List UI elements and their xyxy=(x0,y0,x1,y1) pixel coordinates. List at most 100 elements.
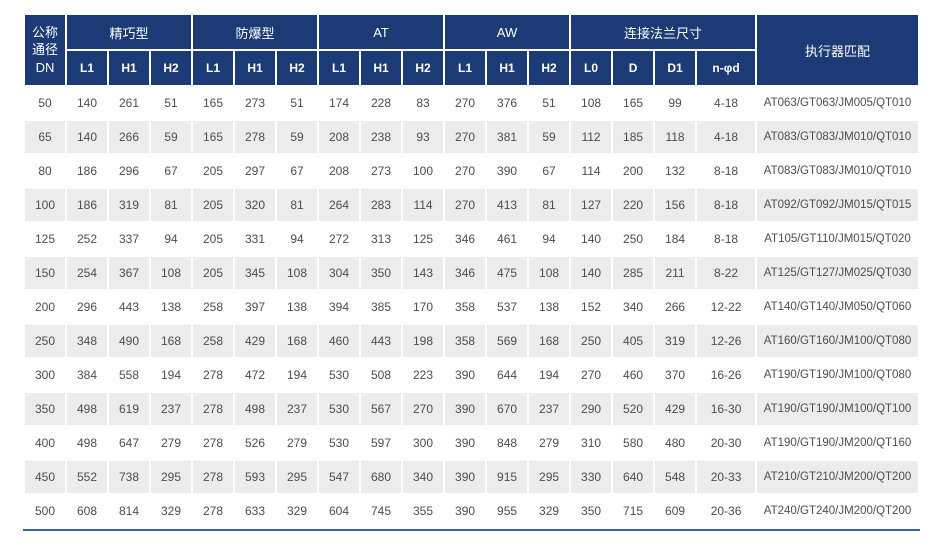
table-bottom-rule xyxy=(23,529,920,531)
dimension-cell: 152 xyxy=(571,291,612,323)
dimension-cell: 118 xyxy=(655,121,696,153)
actuator-cell: AT125/GT127/JM025/QT030 xyxy=(757,257,918,289)
dimension-cell: 220 xyxy=(613,189,654,221)
dn-cell: 300 xyxy=(25,359,65,391)
dimension-cell: 108 xyxy=(529,257,570,289)
group-header-aw: AW xyxy=(445,15,570,49)
dimension-cell: 472 xyxy=(235,359,275,391)
subcol-header-h1: H1 xyxy=(235,51,275,85)
dimension-cell: 4-18 xyxy=(697,87,756,119)
dimension-cell: 100 xyxy=(403,155,444,187)
dimension-cell: 567 xyxy=(361,393,401,425)
dimension-cell: 81 xyxy=(277,189,317,221)
dimension-cell: 8-22 xyxy=(697,257,756,289)
dimension-cell: 296 xyxy=(109,155,149,187)
dimension-cell: 340 xyxy=(403,461,444,493)
dimension-cell: 165 xyxy=(613,87,654,119)
dimension-cell: 385 xyxy=(361,291,401,323)
dimension-cell: 337 xyxy=(109,223,149,255)
valve-dimension-table: 公称 通径 DN 精巧型 防爆型 AT AW 连接法兰尺寸 执行器匹配 L1 H… xyxy=(23,13,920,529)
actuator-cell: AT140/GT140/JM050/QT060 xyxy=(757,291,918,323)
dimension-cell: 198 xyxy=(403,325,444,357)
dimension-cell: 609 xyxy=(655,495,696,527)
dimension-cell: 279 xyxy=(529,427,570,459)
dimension-cell: 127 xyxy=(571,189,612,221)
dimension-cell: 223 xyxy=(403,359,444,391)
dimension-cell: 8-18 xyxy=(697,189,756,221)
dimension-cell: 258 xyxy=(193,291,233,323)
table-row: 500 608 814 329 278 633 329 604 745 355 390 955 329 3… xyxy=(25,495,918,527)
dimension-cell: 640 xyxy=(613,461,654,493)
dimension-cell: 16-30 xyxy=(697,393,756,425)
dn-cell: 350 xyxy=(25,393,65,425)
dimension-cell: 16-26 xyxy=(697,359,756,391)
dimension-cell: 258 xyxy=(193,325,233,357)
subcol-header-l1: L1 xyxy=(193,51,233,85)
dn-cell: 65 xyxy=(25,121,65,153)
dimension-cell: 278 xyxy=(235,121,275,153)
table-body: 50 140 261 51 165 273 51 174 228 83 270 376 51 108 165… xyxy=(25,87,918,527)
subcol-header-d: D xyxy=(613,51,654,85)
dimension-cell: 208 xyxy=(319,121,359,153)
table-row: 80 186 296 67 205 297 67 208 273 100 270 390 67 114 20… xyxy=(25,155,918,187)
dimension-cell: 67 xyxy=(529,155,570,187)
dimension-cell: 413 xyxy=(487,189,528,221)
dimension-cell: 8-18 xyxy=(697,223,756,255)
dimension-cell: 156 xyxy=(655,189,696,221)
dimension-cell: 278 xyxy=(193,495,233,527)
table-row: 125 252 337 94 205 331 94 272 313 125 346 461 94 140 2… xyxy=(25,223,918,255)
dimension-cell: 429 xyxy=(655,393,696,425)
subcol-header-h1: H1 xyxy=(109,51,149,85)
dimension-cell: 185 xyxy=(613,121,654,153)
dimension-cell: 530 xyxy=(319,427,359,459)
dimension-cell: 83 xyxy=(403,87,444,119)
dimension-cell: 508 xyxy=(361,359,401,391)
dimension-cell: 490 xyxy=(109,325,149,357)
table-row: 450 552 738 295 278 593 295 547 680 340 390 915 295 3… xyxy=(25,461,918,493)
subcol-header-h2: H2 xyxy=(151,51,191,85)
dimension-cell: 114 xyxy=(403,189,444,221)
dimension-cell: 138 xyxy=(529,291,570,323)
dimension-cell: 367 xyxy=(109,257,149,289)
dimension-cell: 114 xyxy=(571,155,612,187)
dimension-cell: 350 xyxy=(571,495,612,527)
dimension-cell: 390 xyxy=(445,461,486,493)
dimension-cell: 51 xyxy=(529,87,570,119)
dimension-cell: 108 xyxy=(277,257,317,289)
dimension-cell: 384 xyxy=(67,359,107,391)
dimension-cell: 140 xyxy=(67,87,107,119)
dimension-cell: 597 xyxy=(361,427,401,459)
dimension-cell: 237 xyxy=(529,393,570,425)
dimension-cell: 250 xyxy=(571,325,612,357)
header-group-row: 公称 通径 DN 精巧型 防爆型 AT AW 连接法兰尺寸 执行器匹配 xyxy=(25,15,918,85)
dimension-cell: 475 xyxy=(487,257,528,289)
dimension-cell: 205 xyxy=(193,155,233,187)
subcol-header-h2: H2 xyxy=(403,51,444,85)
actuator-cell: AT105/GT110/JM015/QT020 xyxy=(757,223,918,255)
table-row: 400 498 647 279 278 526 279 530 597 300 390 848 279 3… xyxy=(25,427,918,459)
dimension-cell: 537 xyxy=(487,291,528,323)
dimension-cell: 296 xyxy=(67,291,107,323)
dimension-cell: 290 xyxy=(571,393,612,425)
dimension-cell: 94 xyxy=(277,223,317,255)
dimension-cell: 20-30 xyxy=(697,427,756,459)
dimension-cell: 376 xyxy=(487,87,528,119)
dimension-cell: 140 xyxy=(67,121,107,153)
dimension-cell: 278 xyxy=(193,427,233,459)
dimension-cell: 319 xyxy=(109,189,149,221)
dimension-cell: 165 xyxy=(193,121,233,153)
actuator-cell: AT190/GT190/JM100/QT080 xyxy=(757,359,918,391)
dimension-cell: 67 xyxy=(277,155,317,187)
dimension-cell: 530 xyxy=(319,359,359,391)
dimension-cell: 569 xyxy=(487,325,528,357)
dimension-cell: 350 xyxy=(361,257,401,289)
subcol-header-h1: H1 xyxy=(487,51,528,85)
dimension-cell: 715 xyxy=(613,495,654,527)
dimension-cell: 397 xyxy=(235,291,275,323)
dimension-cell: 273 xyxy=(235,87,275,119)
dimension-cell: 738 xyxy=(109,461,149,493)
dimension-cell: 238 xyxy=(361,121,401,153)
dimension-cell: 12-22 xyxy=(697,291,756,323)
actuator-cell: AT240/GT240/JM200/QT200 xyxy=(757,495,918,527)
